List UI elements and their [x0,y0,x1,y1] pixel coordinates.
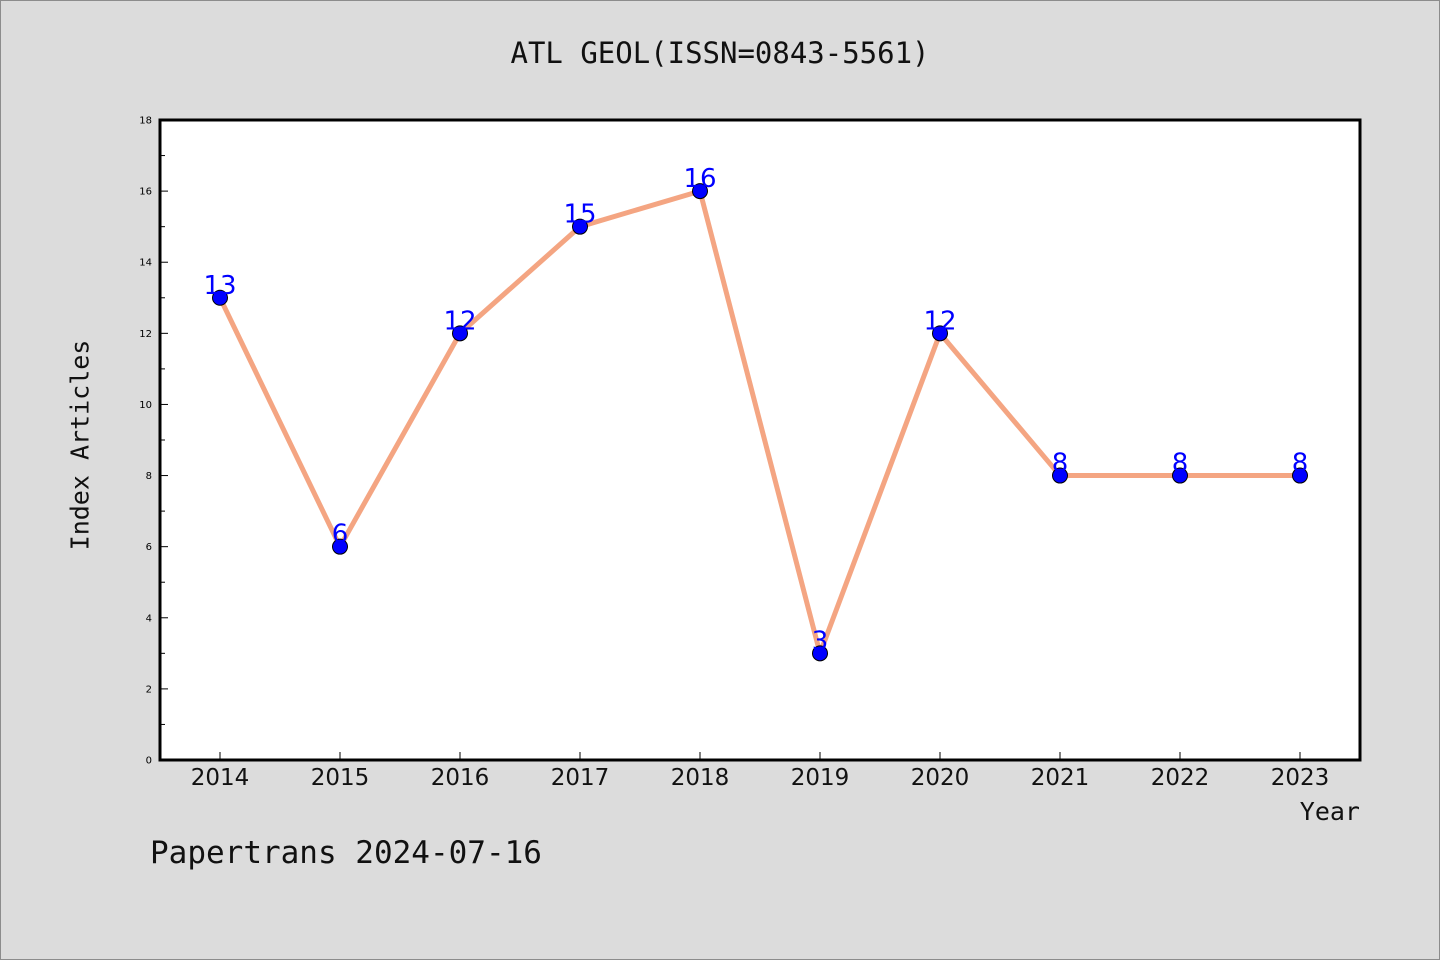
x-tick-label: 2015 [311,765,370,791]
data-point [1052,467,1068,484]
plot-area [160,120,1360,760]
data-point [572,218,588,235]
y-tick-label: 2 [146,684,152,695]
data-label: 15 [563,200,596,230]
y-tick-label: 4 [146,613,152,624]
data-label: 13 [203,271,236,301]
y-tick-label: 12 [139,329,152,340]
x-tick-label: 2016 [431,765,490,791]
data-label: 8 [1052,449,1069,479]
data-point [812,645,828,662]
y-tick-label: 14 [139,258,152,269]
data-label: 8 [1172,449,1189,479]
x-tick-label: 2019 [791,765,850,791]
x-tick-label: 2014 [191,765,250,791]
plot-frame [158,118,1362,762]
x-tick-label: 2017 [551,765,610,791]
y-tick-label: 0 [146,756,152,767]
data-label: 16 [683,164,716,194]
chart-title: ATL GEOL(ISSN=0843-5561) [510,36,930,70]
x-axis-label: Year [1299,797,1360,826]
data-label: 6 [332,520,349,550]
data-point [452,325,468,342]
x-tick-label: 2018 [671,765,730,791]
data-point [932,325,948,342]
x-tick-label: 2023 [1271,765,1330,791]
data-label: 12 [923,306,956,336]
y-tick-label: 6 [146,542,152,553]
data-point [332,538,348,555]
y-tick-label: 18 [139,116,152,127]
data-point [212,289,228,306]
data-point [1292,467,1308,484]
x-tick-label: 2021 [1031,765,1090,791]
series-line [217,188,1303,656]
y-tick-label: 8 [146,471,152,482]
data-label: 8 [1292,449,1309,479]
x-tick-label: 2022 [1151,765,1210,791]
y-tick-label: 16 [139,187,152,198]
data-label: 12 [443,306,476,336]
x-tick-label: 2020 [911,765,970,791]
footer-credit: Papertrans 2024-07-16 [150,835,542,871]
data-label: 3 [812,626,829,656]
y-tick-label: 10 [139,400,152,411]
data-point [692,183,708,200]
data-point [1172,467,1188,484]
